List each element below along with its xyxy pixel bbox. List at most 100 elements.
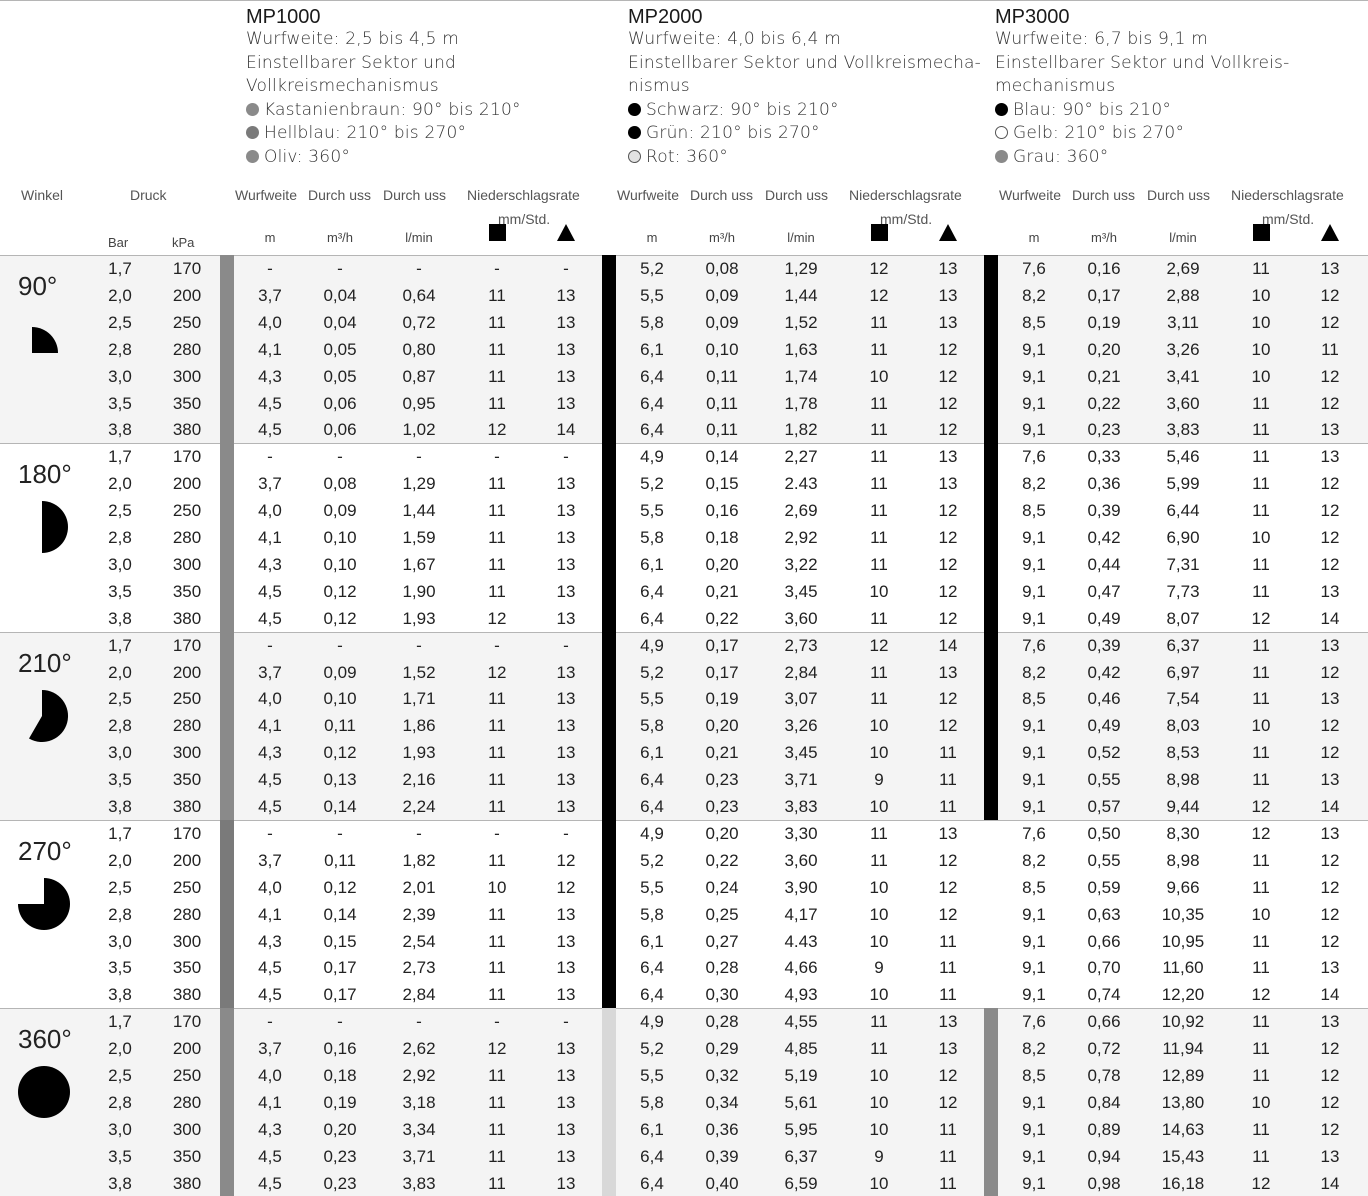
rate-square: 9 [874, 958, 884, 978]
nozzle-item: Grün: 210° bis 270° [628, 122, 981, 146]
unit-header-m3h: m³/h [709, 230, 735, 245]
rate-triangle: 12 [938, 689, 958, 709]
rate-square: 10 [1251, 285, 1271, 305]
flow-lmin: 3,71 [402, 1146, 436, 1166]
nozzle-color-bar [602, 1008, 616, 1196]
rate-square: 11 [1252, 474, 1270, 494]
throw-m: 8,2 [1022, 285, 1046, 305]
pressure-bar: 2,5 [108, 1066, 132, 1085]
product-description-line: Vollkreismechanismus [246, 76, 439, 97]
flow-lmin: 3,83 [402, 1173, 436, 1193]
flow-m3h: 0,08 [323, 474, 357, 494]
pressure-bar: 1,7 [108, 823, 132, 843]
throw-m: 6,4 [640, 1146, 664, 1166]
pressure-kpa: 170 [172, 447, 202, 467]
flow-lmin: 2,01 [402, 877, 436, 897]
rate-triangle: 12 [1320, 312, 1340, 332]
rate-triangle: 12 [1320, 904, 1340, 924]
throw-m: 7,6 [1022, 447, 1046, 467]
pressure-kpa: 250 [172, 689, 202, 709]
rate-triangle: 13 [556, 770, 576, 790]
pressure-bar: 3,0 [108, 366, 132, 386]
flow-lmin: 3,26 [1166, 339, 1200, 359]
flow-m3h: 0,49 [1087, 608, 1121, 628]
color-dot-icon [246, 149, 259, 163]
rate-triangle: 12 [1320, 554, 1340, 574]
flow-m3h: 0,17 [1087, 285, 1121, 305]
flow-m3h: 0,16 [1087, 259, 1121, 278]
rate-triangle: 12 [938, 877, 958, 897]
flow-lmin: 6,90 [1166, 528, 1200, 547]
rate-triangle: 13 [556, 931, 576, 951]
throw-m: 4,1 [258, 528, 282, 547]
flow-m3h: 0,29 [705, 1039, 739, 1059]
rate-triangle: 13 [556, 554, 576, 574]
throw-m: 4,1 [258, 339, 282, 359]
nozzle-color-bar [984, 443, 998, 632]
flow-lmin: 4,55 [784, 1012, 818, 1032]
pressure-bar: 1,7 [108, 259, 132, 278]
throw-m: 9,1 [1022, 554, 1046, 574]
rate-square: 10 [1251, 716, 1271, 736]
rate-square: 11 [1252, 689, 1270, 709]
flow-m3h: 0,42 [1087, 528, 1121, 547]
flow-m3h: 0,39 [1087, 501, 1121, 521]
product-block-mp1000: MP1000 Wurfweite: 2,5 bis 4,5 m Einstellba… [246, 6, 521, 170]
flow-m3h: 0,12 [323, 581, 357, 601]
rate-triangle: 14 [938, 635, 958, 655]
flow-lmin: 1,67 [402, 554, 436, 574]
rate-square: 12 [869, 635, 889, 655]
group-separator [0, 631, 1368, 633]
flow-m3h: 0,89 [1087, 1119, 1121, 1139]
table-row: 3,0 300 4,3 0,12 1,93 11 13 6,1 0,21 3,45 10 11 9,1 0… [0, 739, 1368, 766]
flow-m3h: 0,21 [1087, 366, 1121, 386]
rate-square: 11 [870, 1039, 888, 1059]
product-description-line: Einstellbarer Sektor und Vollkreismecha- [628, 52, 981, 73]
nozzle-color-bar [984, 1008, 998, 1196]
flow-lmin: 3,22 [784, 554, 818, 574]
rate-square: 10 [869, 581, 889, 601]
rate-triangle: 13 [1320, 259, 1340, 278]
flow-m3h: 0,84 [1087, 1092, 1121, 1112]
column-header-durchfluss: Durch uss [308, 187, 372, 203]
throw-m: 6,4 [640, 393, 664, 413]
flow-lmin: 3,71 [784, 770, 818, 790]
throw-m: 9,1 [1022, 1092, 1046, 1112]
flow-m3h: 0,17 [705, 662, 739, 682]
rate-square: 11 [870, 339, 888, 359]
color-dot-icon [995, 102, 1008, 116]
rate-triangle: 12 [556, 850, 576, 870]
flow-lmin: 1,82 [784, 420, 818, 440]
throw-m: 9,1 [1022, 393, 1046, 413]
flow-lmin: 11,60 [1162, 958, 1204, 978]
rate-triangle: 13 [556, 1146, 576, 1166]
rate-square: 11 [488, 743, 506, 763]
flow-lmin: 2,84 [784, 662, 818, 682]
flow-m3h: 0,06 [323, 420, 357, 440]
flow-m3h: 0,11 [324, 850, 356, 870]
pressure-bar: 2,0 [108, 850, 132, 870]
table-row: 1,7 170 - - - - - 5,2 0,08 1,29 12 13 7,6 0,16 2,69 11 1… [0, 255, 1368, 282]
rate-triangle: 12 [1320, 850, 1340, 870]
rate-triangle: 13 [556, 958, 576, 978]
rate-triangle: 12 [1320, 662, 1340, 682]
throw-m: 5,2 [640, 474, 664, 494]
rate-square: 11 [488, 958, 506, 978]
flow-lmin: 7,31 [1166, 554, 1200, 574]
flow-m3h: 0,39 [705, 1146, 739, 1166]
rate-triangle: 13 [938, 1012, 958, 1032]
nozzle-color-bar [984, 631, 998, 820]
flow-lmin: 15,43 [1161, 1146, 1205, 1166]
rate-square: 11 [1252, 581, 1270, 601]
throw-m: 9,1 [1022, 1119, 1046, 1139]
rate-square: 11 [488, 931, 506, 951]
rate-square: - [494, 635, 500, 655]
nozzle-item: Grau: 360° [995, 146, 1289, 170]
rate-square: 11 [488, 366, 506, 386]
column-header-niederschlag: Niederschlagsrate [849, 187, 962, 203]
flow-lmin: 2,84 [402, 985, 436, 1005]
throw-m: 4,3 [258, 931, 282, 951]
rate-square: 10 [869, 1119, 889, 1139]
rate-square: 10 [869, 743, 889, 763]
flow-lmin: 5,95 [784, 1119, 818, 1139]
